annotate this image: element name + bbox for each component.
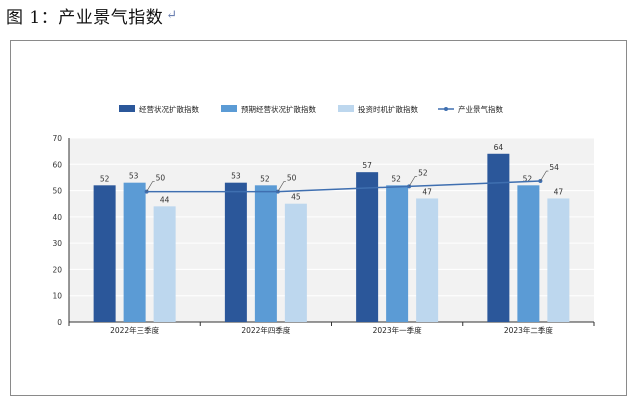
- bar-data-label: 52: [260, 174, 270, 183]
- bar: [547, 198, 570, 322]
- plot-area: [69, 138, 594, 322]
- line-data-label: 52: [418, 168, 428, 177]
- x-tick-label: 2023年二季度: [504, 325, 554, 335]
- caption-text: 图 1：产业景气指数: [6, 7, 164, 28]
- bar: [416, 198, 439, 322]
- y-tick-label: 20: [52, 265, 62, 274]
- y-tick-label: 60: [52, 160, 62, 169]
- label-leader: [540, 170, 549, 182]
- bar-data-label: 44: [160, 195, 170, 204]
- y-tick-label: 70: [52, 134, 62, 143]
- bar: [254, 185, 277, 322]
- line-data-label: 50: [156, 174, 166, 183]
- bar: [517, 185, 540, 322]
- line-series: [146, 180, 541, 193]
- bar-data-label: 64: [494, 143, 504, 152]
- x-tick-label: 2022年三季度: [110, 325, 160, 335]
- y-tick-label: 10: [52, 292, 62, 301]
- legend-label: 产业景气指数: [458, 104, 503, 114]
- y-tick-label: 50: [52, 187, 62, 196]
- bar: [224, 182, 247, 322]
- label-leader: [146, 181, 155, 192]
- legend-label: 经营状况扩散指数: [139, 104, 199, 114]
- bar-data-label: 53: [231, 172, 241, 181]
- x-tick-label: 2022年四季度: [241, 325, 291, 335]
- legend-swatch: [221, 105, 237, 112]
- bar: [284, 203, 307, 322]
- bar: [153, 206, 176, 322]
- bar-data-label: 52: [523, 174, 533, 183]
- x-tick-label: 2023年一季度: [373, 325, 423, 335]
- bar: [487, 153, 510, 322]
- legend-label: 预期经营状况扩散指数: [241, 104, 316, 114]
- label-leader: [277, 181, 286, 192]
- bar: [386, 185, 409, 322]
- line-data-label: 54: [549, 163, 559, 172]
- bar-data-label: 57: [362, 161, 372, 170]
- y-tick-label: 0: [57, 318, 62, 327]
- legend-line-marker: [444, 107, 448, 111]
- y-tick-label: 30: [52, 239, 62, 248]
- label-leader: [408, 176, 418, 187]
- bar: [123, 182, 146, 322]
- legend-label: 投资时机扩散指数: [358, 104, 418, 114]
- bar: [93, 185, 116, 322]
- bar: [356, 172, 379, 322]
- bar-data-label: 45: [291, 193, 301, 202]
- legend-swatch: [338, 105, 354, 112]
- bar-line-chart: 0 10 20 30 40 50 60 70 2022年三季度 2022年四季度 2023年一季度 2…: [52, 104, 595, 335]
- chart-frame: 0 10 20 30 40 50 60 70 2022年三季度 2022年四季度 2023年一季度 2…: [10, 40, 627, 396]
- figure-caption: 图 1：产业景气指数 ↵: [6, 4, 178, 28]
- bar-data-label: 53: [129, 172, 139, 181]
- bar-data-label: 47: [422, 187, 432, 196]
- line-data-label: 50: [287, 174, 297, 183]
- legend-swatch: [119, 105, 135, 112]
- return-arrow-icon: ↵: [166, 7, 178, 23]
- bar-data-label: 47: [554, 187, 564, 196]
- bar-data-label: 52: [391, 174, 401, 183]
- y-tick-label: 40: [52, 213, 62, 222]
- bar-data-label: 52: [100, 174, 110, 183]
